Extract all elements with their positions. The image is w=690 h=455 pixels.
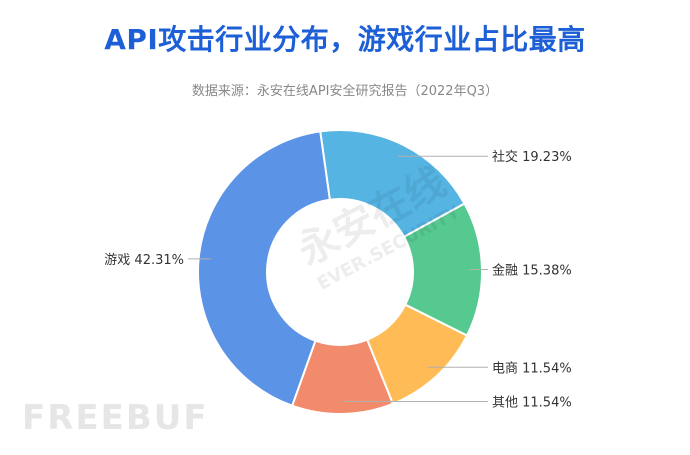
slice-4 [197, 130, 331, 407]
chart-subtitle: 数据来源：永安在线API安全研究报告（2022年Q3） [191, 84, 499, 99]
freebuf-watermark: FREEBUF [22, 398, 209, 438]
slice-label-3: 其他 11.54% [492, 395, 572, 410]
chart-title: API攻击行业分布，游戏行业占比最高 [104, 23, 586, 56]
slice-0 [319, 129, 466, 239]
slice-label-1: 金融 15.38% [492, 263, 572, 279]
slice-label-0: 社交 19.23% [492, 149, 572, 165]
slice-label-4: 游戏 42.31% [104, 253, 184, 268]
slice-label-2: 电商 11.54% [492, 361, 572, 376]
